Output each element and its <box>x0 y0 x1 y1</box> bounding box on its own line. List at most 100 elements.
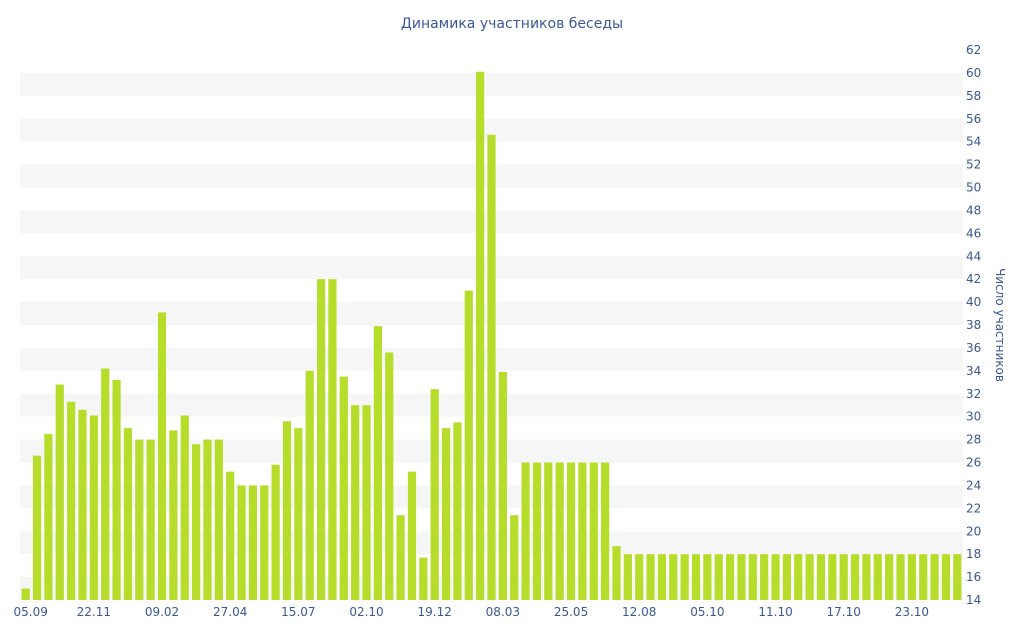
bar <box>714 554 723 600</box>
x-tick-label: 12.08 <box>622 605 656 619</box>
y-tick-label: 48 <box>966 203 981 217</box>
bar <box>351 405 360 600</box>
bar <box>89 415 98 600</box>
bar <box>839 554 848 600</box>
y-tick-label: 40 <box>966 295 981 309</box>
bar <box>805 554 814 600</box>
bar <box>101 368 110 600</box>
bar <box>726 554 735 600</box>
bar <box>850 554 860 600</box>
bar <box>55 384 64 600</box>
bar <box>294 428 303 601</box>
bar <box>78 409 87 600</box>
bar <box>237 485 246 600</box>
bar <box>760 554 769 600</box>
bar <box>703 554 712 600</box>
y-tick-label: 28 <box>966 433 981 447</box>
bar <box>453 422 462 600</box>
bar <box>510 515 519 600</box>
bar <box>476 71 485 600</box>
x-tick-label: 23.10 <box>895 605 929 619</box>
bar <box>123 428 133 601</box>
grid-band <box>20 118 963 142</box>
bar <box>885 554 894 600</box>
bar <box>896 554 905 600</box>
bar <box>407 471 417 600</box>
x-tick-label: 17.10 <box>827 605 861 619</box>
y-tick-label: 58 <box>966 89 981 103</box>
bar <box>578 462 587 600</box>
y-tick-label: 14 <box>966 593 981 607</box>
bar <box>44 433 53 600</box>
bar <box>328 279 337 600</box>
bar <box>589 462 598 600</box>
bar <box>316 279 326 600</box>
bar <box>680 554 689 600</box>
bar <box>396 515 405 600</box>
bar <box>67 401 76 600</box>
bar <box>828 554 837 600</box>
bar <box>226 471 235 600</box>
y-tick-label: 60 <box>966 66 981 80</box>
bar <box>919 554 928 600</box>
x-tick-label: 22.11 <box>77 605 111 619</box>
x-tick-label: 09.02 <box>145 605 179 619</box>
x-tick-label: 05.10 <box>690 605 724 619</box>
bar <box>953 554 962 600</box>
y-tick-label: 62 <box>966 43 981 57</box>
bar <box>146 439 155 600</box>
bar <box>555 462 564 600</box>
grid-band <box>20 72 963 96</box>
x-tick-label: 15.07 <box>281 605 315 619</box>
bar <box>373 326 382 600</box>
bar <box>907 554 916 600</box>
bar <box>544 462 553 600</box>
bar <box>157 312 167 600</box>
bar <box>782 554 791 600</box>
bar <box>214 439 223 600</box>
x-axis-ticks: 05.09 22.11 09.02 27.04 15.07 02.10 19.12 08.03… <box>14 605 930 619</box>
bar <box>623 554 632 600</box>
bar <box>282 421 292 600</box>
y-tick-label: 52 <box>966 158 981 172</box>
bar <box>362 405 371 600</box>
bar <box>271 464 280 600</box>
bar <box>487 134 496 601</box>
bar <box>169 430 178 600</box>
bar <box>635 554 644 600</box>
x-tick-label: 25.05 <box>554 605 588 619</box>
y-tick-label: 16 <box>966 570 981 584</box>
bar <box>521 462 530 600</box>
y-tick-label: 36 <box>966 341 981 355</box>
bar <box>646 554 655 600</box>
bar <box>532 462 542 600</box>
bar <box>612 546 621 600</box>
x-tick-label: 19.12 <box>418 605 452 619</box>
chart-title: Динамика участников беседы <box>401 16 623 32</box>
y-tick-label: 56 <box>966 112 981 126</box>
y-tick-label: 46 <box>966 226 981 240</box>
bar <box>566 462 576 600</box>
bar <box>748 554 757 600</box>
bar <box>419 557 428 600</box>
y-axis-ticks: 14 16 18 20 22 24 26 28 30 32 34 36 38 40 42 44 46 48 50 52… <box>966 43 981 607</box>
y-tick-label: 26 <box>966 456 981 470</box>
y-tick-label: 30 <box>966 410 981 424</box>
bar <box>203 439 212 600</box>
y-tick-label: 50 <box>966 181 981 195</box>
bar <box>260 485 269 600</box>
y-tick-label: 20 <box>966 524 981 538</box>
x-tick-label: 08.03 <box>486 605 520 619</box>
y-tick-label: 24 <box>966 478 981 492</box>
y-tick-label: 18 <box>966 547 981 561</box>
bar <box>112 380 121 600</box>
bar <box>737 554 746 600</box>
bar <box>691 554 701 600</box>
bar <box>339 376 348 600</box>
y-tick-label: 44 <box>966 249 981 263</box>
bar <box>930 554 939 600</box>
y-tick-label: 38 <box>966 318 981 332</box>
bar <box>873 554 882 600</box>
bar <box>794 554 803 600</box>
